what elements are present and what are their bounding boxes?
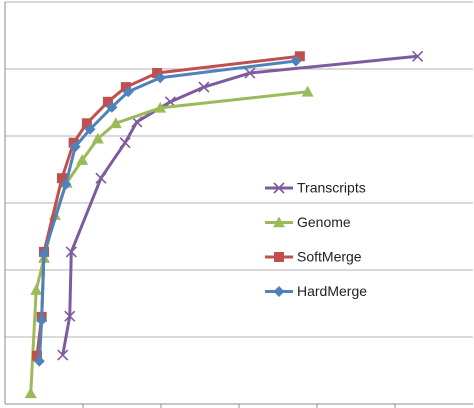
- marker: [38, 248, 50, 260]
- marker: [244, 67, 256, 79]
- marker: [95, 172, 107, 184]
- legend-label: HardMerge: [297, 283, 367, 299]
- marker: [76, 154, 89, 165]
- series-line: [35, 54, 301, 356]
- marker: [120, 82, 131, 93]
- marker: [106, 101, 118, 113]
- marker: [273, 286, 285, 297]
- marker: [68, 137, 79, 148]
- marker: [56, 173, 67, 184]
- marker: [290, 55, 302, 67]
- marker: [60, 178, 72, 190]
- marker: [301, 85, 314, 97]
- marker: [109, 117, 122, 129]
- marker: [274, 252, 284, 262]
- marker: [152, 68, 163, 79]
- marker: [412, 50, 424, 62]
- series: [57, 50, 424, 361]
- series-line: [61, 54, 418, 356]
- marker: [84, 123, 96, 135]
- marker: [65, 246, 77, 258]
- marker: [24, 387, 37, 399]
- series-line: [37, 59, 297, 362]
- marker: [198, 81, 210, 93]
- series: [24, 85, 314, 399]
- series-line: [29, 90, 308, 394]
- marker: [294, 51, 305, 62]
- marker: [30, 284, 43, 295]
- marker: [154, 72, 166, 84]
- marker: [273, 216, 285, 228]
- marker: [91, 132, 104, 144]
- marker: [57, 349, 69, 361]
- marker: [81, 118, 92, 129]
- marker: [31, 350, 42, 361]
- marker: [64, 310, 76, 322]
- marker: [69, 141, 81, 153]
- marker: [154, 101, 167, 113]
- marker: [36, 314, 48, 326]
- legend-label: SoftMerge: [297, 249, 362, 265]
- marker: [122, 86, 134, 98]
- marker: [102, 96, 113, 107]
- marker: [33, 355, 45, 367]
- marker: [119, 137, 131, 149]
- series: [33, 55, 302, 367]
- legend-label: Genome: [297, 214, 351, 230]
- marker: [273, 182, 285, 194]
- legend-label: Transcripts: [297, 180, 366, 196]
